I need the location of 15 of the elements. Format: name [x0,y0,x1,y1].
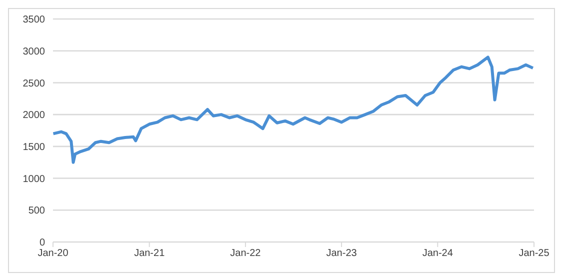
x-tick-label: Jan-24 [422,248,454,260]
y-tick-label: 0 [39,238,46,249]
y-tick-label: 1000 [22,174,46,185]
y-tick-label: 3500 [22,14,46,26]
line-series [53,56,534,164]
x-tick-label: Jan-20 [38,248,69,260]
y-tick-label: 500 [28,206,46,217]
x-tick-label: Jan-22 [230,248,262,260]
y-tick-label: 2000 [22,110,46,122]
x-tick-label: Jan-23 [326,248,358,260]
x-tick-label: Jan-21 [134,248,166,260]
y-tick-label: 2500 [22,78,46,90]
y-tick-label: 1500 [22,142,46,153]
y-tick-label: 3000 [22,46,46,58]
x-tick-label: Jan-25 [518,248,550,260]
